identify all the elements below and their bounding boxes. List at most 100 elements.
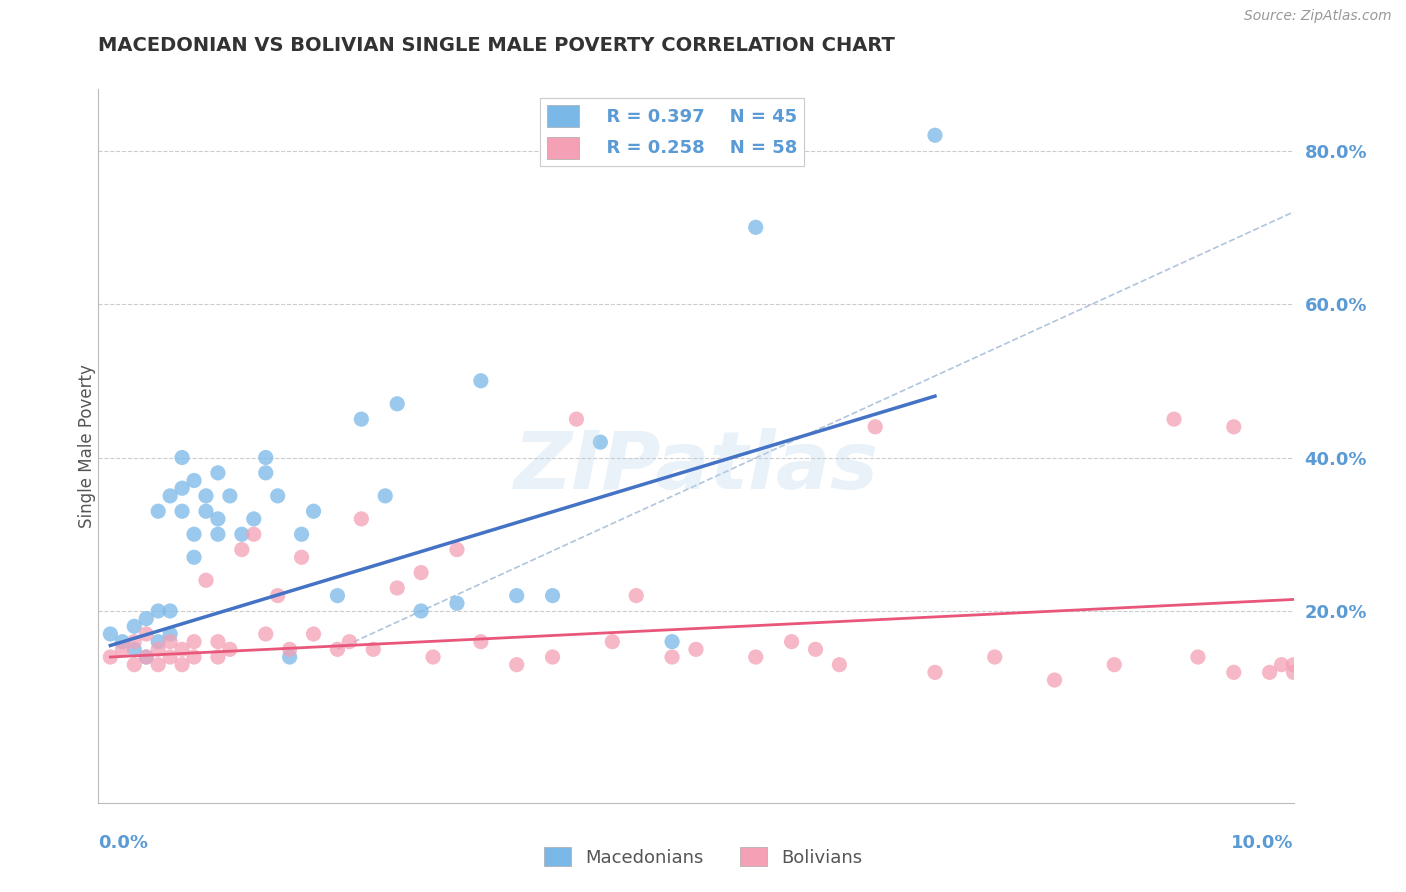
Point [339, 634, 360, 648]
Point [1043, 673, 1066, 687]
Point [172, 450, 194, 465]
Point [374, 489, 396, 503]
Point [111, 642, 134, 657]
Point [541, 650, 564, 665]
Point [231, 527, 253, 541]
Point [219, 642, 242, 657]
Text: MACEDONIAN VS BOLIVIAN SINGLE MALE POVERTY CORRELATION CHART: MACEDONIAN VS BOLIVIAN SINGLE MALE POVER… [98, 36, 896, 54]
Text: 0.0%: 0.0% [98, 834, 149, 852]
Point [159, 604, 181, 618]
Point [589, 435, 612, 450]
Legend: Macedonians, Bolivians: Macedonians, Bolivians [537, 840, 869, 874]
Y-axis label: Single Male Poverty: Single Male Poverty [79, 364, 96, 528]
Point [124, 634, 146, 648]
Point [446, 596, 468, 610]
Point [124, 657, 146, 672]
Point [183, 474, 205, 488]
Point [1282, 665, 1305, 680]
Point [685, 642, 707, 657]
Point [148, 504, 170, 518]
Text: 10.0%: 10.0% [1232, 834, 1294, 852]
Point [302, 627, 325, 641]
Point [267, 589, 290, 603]
Point [243, 527, 266, 541]
Point [159, 489, 181, 503]
Point [291, 527, 314, 541]
Point [172, 657, 194, 672]
Point [159, 627, 181, 641]
Point [385, 397, 409, 411]
Point [385, 581, 409, 595]
Point [1104, 657, 1126, 672]
Point [350, 412, 373, 426]
Point [124, 642, 146, 657]
Point [278, 650, 301, 665]
Point [1258, 665, 1281, 680]
Point [183, 650, 205, 665]
Text: ZIPatlas: ZIPatlas [513, 428, 879, 507]
Point [745, 220, 768, 235]
Point [661, 650, 683, 665]
Point [446, 542, 468, 557]
Point [865, 419, 887, 434]
Point [207, 512, 229, 526]
Point [626, 589, 648, 603]
Point [602, 634, 624, 648]
Point [1271, 657, 1294, 672]
Point [278, 642, 301, 657]
Point [195, 489, 218, 503]
Point [135, 612, 157, 626]
Point [745, 650, 768, 665]
Point [804, 642, 827, 657]
Point [254, 450, 277, 465]
Point [350, 512, 373, 526]
Text: Source: ZipAtlas.com: Source: ZipAtlas.com [1244, 9, 1392, 23]
Point [541, 589, 564, 603]
Point [780, 634, 803, 648]
Point [100, 627, 122, 641]
Point [411, 604, 433, 618]
Point [231, 542, 253, 557]
Point [172, 642, 194, 657]
Point [183, 634, 205, 648]
Point [207, 634, 229, 648]
Point [148, 642, 170, 657]
Point [207, 650, 229, 665]
Point [135, 627, 157, 641]
Point [195, 504, 218, 518]
Point [828, 657, 851, 672]
Point [506, 589, 529, 603]
Point [183, 550, 205, 565]
Point [1223, 419, 1246, 434]
Point [506, 657, 529, 672]
Point [124, 619, 146, 633]
Point [1223, 665, 1246, 680]
Point [924, 128, 946, 143]
Point [470, 374, 492, 388]
Point [172, 481, 194, 495]
Point [302, 504, 325, 518]
Point [254, 627, 277, 641]
Point [159, 650, 181, 665]
Point [148, 657, 170, 672]
Point [100, 650, 122, 665]
Point [326, 589, 349, 603]
Point [422, 650, 444, 665]
Legend:   R = 0.397    N = 45,   R = 0.258    N = 58: R = 0.397 N = 45, R = 0.258 N = 58 [540, 98, 804, 166]
Point [207, 527, 229, 541]
Point [195, 574, 218, 588]
Point [984, 650, 1007, 665]
Point [111, 634, 134, 648]
Point [135, 650, 157, 665]
Point [291, 550, 314, 565]
Point [219, 489, 242, 503]
Point [363, 642, 385, 657]
Point [148, 604, 170, 618]
Point [267, 489, 290, 503]
Point [148, 634, 170, 648]
Point [1187, 650, 1209, 665]
Point [565, 412, 588, 426]
Point [411, 566, 433, 580]
Point [183, 527, 205, 541]
Point [1163, 412, 1185, 426]
